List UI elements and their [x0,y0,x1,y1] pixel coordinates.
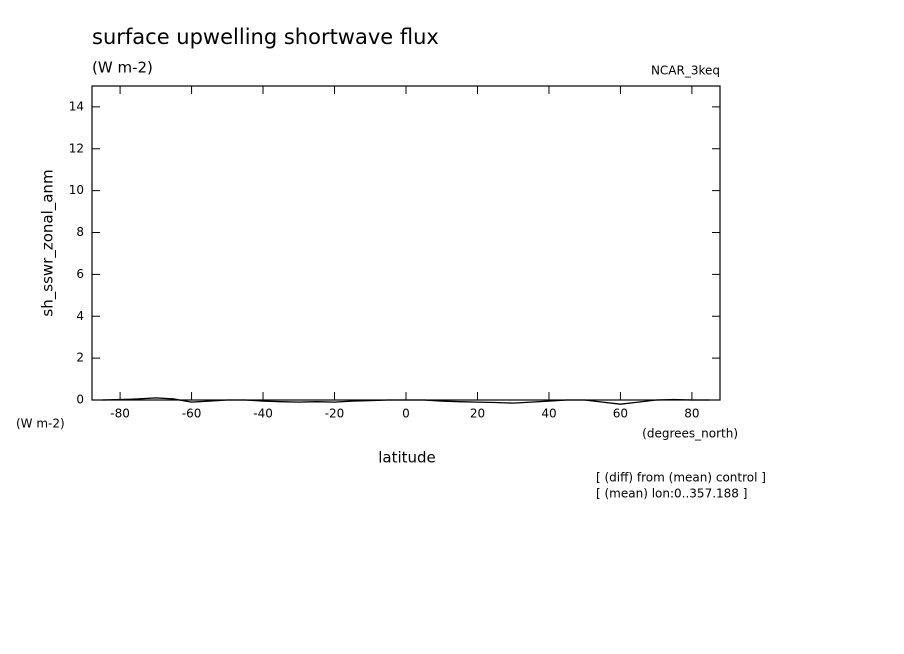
x-axis-label: latitude [378,449,436,467]
y-tick-label: 14 [69,99,84,113]
note: [ (mean) lon:0..357.188 ] [596,487,747,501]
x-units: (degrees_north) [642,427,738,441]
title-units: (W m-2) [92,59,153,77]
x-tick-label: -80 [110,407,130,421]
y-tick-label: 0 [76,393,84,407]
plot-frame [91,85,721,401]
dataset-label: NCAR_3keq [651,64,720,78]
y-tick-label: 2 [76,351,84,365]
y-tick-label: 10 [69,183,84,197]
y-axis-label: sh_sswr_zonal_anm [39,169,58,316]
y-units: (W m-2) [16,417,65,431]
x-tick-label: 0 [402,407,410,421]
chart-title: surface upwelling shortwave flux [92,25,439,49]
y-tick-label: 12 [69,141,84,155]
x-tick-label: 60 [613,407,628,421]
x-tick-label: -60 [182,407,202,421]
note: [ (diff) from (mean) control ] [596,471,766,485]
x-tick-label: 80 [684,407,699,421]
data-line [102,397,710,405]
x-tick-label: 20 [470,407,485,421]
x-tick-label: -40 [253,407,273,421]
y-tick-label: 6 [76,267,84,281]
x-tick-label: -20 [325,407,345,421]
x-tick-label: 40 [541,407,556,421]
y-tick-label: 4 [76,309,84,323]
y-tick-label: 8 [76,225,84,239]
